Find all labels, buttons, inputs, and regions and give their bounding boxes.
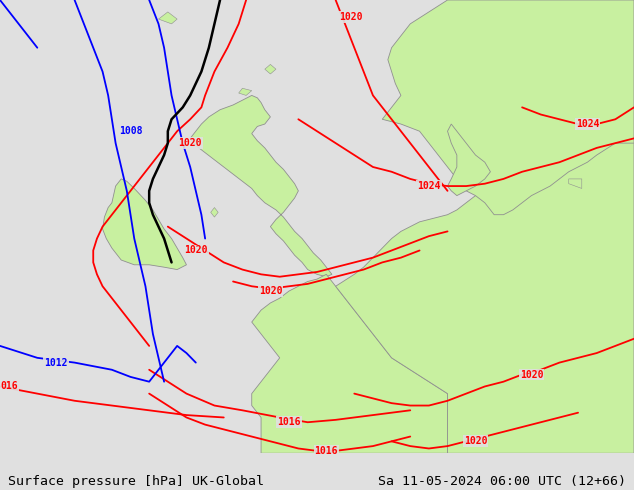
Text: Sa 11-05-2024 06:00 UTC (12+66): Sa 11-05-2024 06:00 UTC (12+66): [378, 474, 626, 488]
Polygon shape: [103, 179, 186, 270]
Polygon shape: [210, 208, 218, 217]
Polygon shape: [382, 0, 634, 215]
Text: 1016: 1016: [277, 417, 301, 427]
Polygon shape: [252, 274, 448, 453]
Text: 1020: 1020: [178, 138, 202, 148]
Text: 1020: 1020: [339, 12, 362, 22]
Text: 1020: 1020: [259, 286, 282, 296]
Text: 1016: 1016: [314, 446, 338, 456]
Text: 1020: 1020: [463, 436, 488, 446]
Text: 1012: 1012: [44, 358, 68, 368]
Polygon shape: [238, 88, 252, 96]
Text: 1020: 1020: [184, 245, 207, 255]
Polygon shape: [569, 179, 582, 189]
Polygon shape: [158, 12, 177, 24]
Text: 1008: 1008: [119, 126, 142, 136]
Text: 016: 016: [1, 381, 18, 392]
Text: 1020: 1020: [520, 369, 543, 380]
Polygon shape: [190, 96, 332, 277]
Text: Surface pressure [hPa] UK-Global: Surface pressure [hPa] UK-Global: [8, 474, 264, 488]
Polygon shape: [335, 96, 634, 453]
Text: 1024: 1024: [576, 119, 599, 129]
Polygon shape: [265, 64, 276, 74]
Polygon shape: [448, 124, 491, 196]
Text: 1024: 1024: [417, 181, 441, 191]
